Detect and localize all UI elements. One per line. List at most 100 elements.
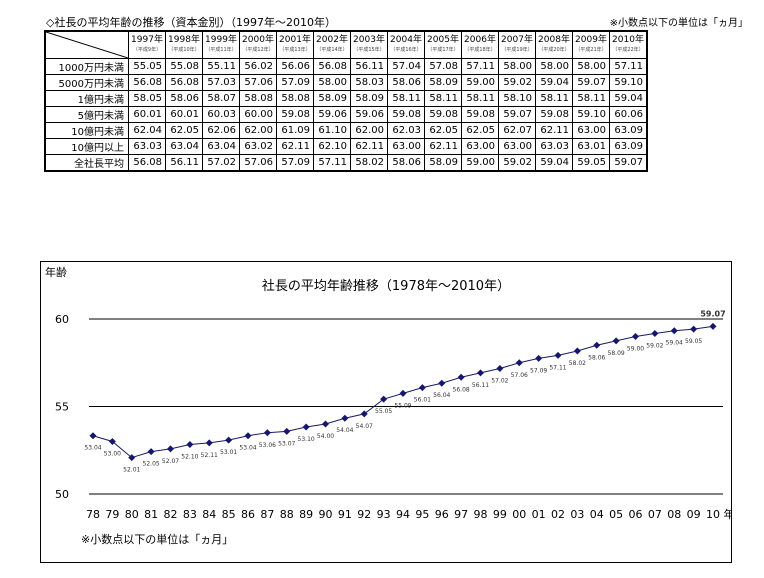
heisei-label: （平成18年）	[464, 47, 496, 53]
data-label: 56.01	[414, 397, 431, 404]
table-cell: 62.04	[128, 122, 166, 139]
table-cell: 59.06	[350, 106, 388, 123]
year-label: 2002年	[316, 35, 348, 45]
table-cell: 58.00	[535, 58, 573, 75]
year-header: 2006年 （平成18年）	[461, 30, 499, 59]
x-tick-label: 82	[164, 508, 178, 521]
table-cell: 59.10	[572, 106, 610, 123]
table-cell: 59.02	[498, 74, 536, 91]
data-point	[670, 327, 678, 335]
table-cell: 60.03	[202, 106, 240, 123]
table-cell: 57.04	[387, 58, 425, 75]
table-cell: 62.00	[239, 122, 277, 139]
table-cell: 59.04	[609, 90, 648, 107]
table-cell: 59.07	[498, 106, 536, 123]
x-tick-label: 83	[183, 508, 197, 521]
data-label: 53.04	[239, 445, 256, 452]
table-cell: 60.01	[165, 106, 203, 123]
x-tick-label: 99	[493, 508, 507, 521]
table-cell: 63.01	[572, 138, 610, 155]
data-point	[399, 389, 407, 397]
x-tick-label: 00	[512, 508, 526, 521]
data-point	[515, 359, 523, 367]
table-cell: 58.11	[424, 90, 462, 107]
data-label: 54.04	[336, 427, 353, 434]
table-cell: 63.00	[572, 122, 610, 139]
data-label: 53.04	[84, 445, 101, 452]
table-cell: 63.00	[498, 138, 536, 155]
data-label: 54.07	[356, 423, 373, 430]
data-label: 55.05	[375, 408, 392, 415]
x-tick-label: 08	[667, 508, 681, 521]
data-label: 56.04	[433, 392, 450, 399]
x-tick-label: 98	[474, 508, 488, 521]
table-cell: 61.10	[313, 122, 351, 139]
table-title: ◇社長の平均年齢の推移（資本金別）（1997年～2010年）	[46, 16, 336, 29]
chart-frame: 社長の平均年齢推移（1978年～2010年） 年齢 50 55 60 53.04 53.00…	[40, 261, 732, 563]
table-cell: 59.04	[535, 74, 573, 91]
year-label: 2006年	[464, 35, 496, 45]
table-cell: 62.11	[535, 122, 573, 139]
x-tick-label: 09	[687, 508, 701, 521]
table-cell: 59.08	[461, 106, 499, 123]
year-label: 1999年	[205, 35, 237, 45]
x-tick-label: 06	[629, 508, 643, 521]
table-cell: 59.02	[498, 154, 536, 172]
data-label: 58.02	[569, 360, 586, 367]
x-tick-label: 95	[415, 508, 429, 521]
table-cell: 59.08	[535, 106, 573, 123]
table-cell: 57.06	[239, 154, 277, 172]
table-cell: 58.00	[498, 58, 536, 75]
x-tick-label: 93	[377, 508, 391, 521]
table-cell: 62.11	[276, 138, 314, 155]
table-cell: 58.06	[165, 90, 203, 107]
table-row: 10億円以上 63.03 63.04 63.04 63.02 62.11 62.10 62.1…	[44, 138, 648, 155]
x-tick-label: 79	[105, 508, 119, 521]
age-by-capital-table: 1997年 （平成9年） 1998年 （平成10年） 1999年 （平成11年） 2000年…	[44, 30, 648, 172]
table-cell: 58.09	[313, 90, 351, 107]
table-cell: 56.11	[165, 154, 203, 172]
table-cell: 59.04	[535, 154, 573, 172]
row-label: 10億円以上	[44, 138, 129, 155]
data-point	[225, 436, 233, 444]
table-cell: 56.08	[128, 74, 166, 91]
table-cell: 59.10	[609, 74, 648, 91]
table-cell: 57.11	[609, 58, 648, 75]
x-tick-label: 80	[125, 508, 139, 521]
x-tick-label: 84	[202, 508, 216, 521]
year-header: 2002年 （平成14年）	[313, 30, 351, 59]
y-tick-label: 50	[55, 488, 69, 501]
data-label: 59.05	[685, 338, 702, 345]
table-cell: 59.00	[461, 74, 499, 91]
data-label: 57.06	[511, 372, 528, 379]
table-cell: 59.07	[572, 74, 610, 91]
row-label: 1億円未満	[44, 90, 129, 107]
x-tick-label: 87	[260, 508, 274, 521]
table-cell: 57.03	[202, 74, 240, 91]
table-cell: 58.00	[313, 74, 351, 91]
heisei-label: （平成13年）	[279, 47, 311, 53]
table-cell: 58.05	[128, 90, 166, 107]
data-point	[244, 432, 252, 440]
table-cell: 59.08	[424, 106, 462, 123]
table-cell: 57.06	[239, 74, 277, 91]
data-label: 58.06	[588, 354, 605, 361]
year-label: 2005年	[427, 35, 459, 45]
year-header: 2005年 （平成17年）	[424, 30, 462, 59]
year-header: 2004年 （平成16年）	[387, 30, 425, 59]
table-cell: 58.00	[572, 58, 610, 75]
heisei-label: （平成9年）	[132, 47, 162, 53]
heisei-label: （平成14年）	[316, 47, 348, 53]
table-cell: 62.03	[387, 122, 425, 139]
year-header: 2010年 （平成22年）	[609, 30, 648, 59]
x-tick-label: 90	[319, 508, 333, 521]
table-cell: 60.00	[239, 106, 277, 123]
table-cell: 60.01	[128, 106, 166, 123]
table-cell: 59.05	[572, 154, 610, 172]
data-label: 56.08	[453, 386, 470, 393]
table-cell: 62.10	[313, 138, 351, 155]
data-point	[554, 351, 562, 359]
table-cell: 63.03	[535, 138, 573, 155]
heisei-label: （平成12年）	[242, 47, 274, 53]
x-tick-label: 88	[280, 508, 294, 521]
